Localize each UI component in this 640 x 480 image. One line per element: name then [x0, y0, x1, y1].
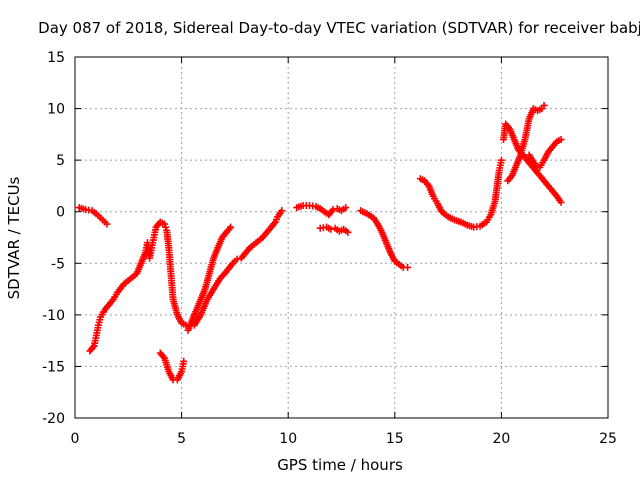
- plot-frame: [74, 56, 609, 419]
- axis-ticks: 0 5 10 15 20 25 15 10 5 0 -5 -10 -15 -20: [42, 50, 617, 447]
- x-tick-label: 5: [177, 431, 186, 447]
- data-point: [404, 263, 412, 271]
- data-point: [327, 225, 335, 233]
- x-tick-label: 20: [492, 431, 510, 447]
- y-tick-label: 0: [56, 205, 65, 221]
- data-point: [540, 101, 548, 109]
- y-tick-label: -5: [51, 256, 65, 272]
- data-markers: [75, 101, 565, 384]
- x-tick-label: 10: [279, 431, 297, 447]
- data-point: [233, 255, 241, 263]
- x-tick-label: 25: [599, 431, 617, 447]
- y-axis-label: SDTVAR / TECUs: [5, 176, 23, 299]
- data-point: [278, 207, 286, 215]
- y-tick-label: -10: [42, 308, 65, 324]
- data-point: [497, 156, 505, 164]
- y-tick-label: 10: [47, 102, 65, 118]
- chart-title: Day 087 of 2018, Sidereal Day-to-day VTE…: [38, 19, 640, 37]
- y-tick-label: 5: [56, 153, 65, 169]
- x-tick-label: 15: [386, 431, 404, 447]
- data-point: [557, 136, 565, 144]
- data-point: [557, 198, 565, 206]
- y-tick-label: 15: [47, 50, 65, 66]
- data-point: [103, 220, 111, 228]
- data-point: [342, 204, 350, 212]
- y-tick-label: -15: [42, 359, 65, 375]
- data-point: [227, 223, 235, 231]
- x-axis-label: GPS time / hours: [277, 456, 403, 474]
- x-tick-label: 0: [71, 431, 80, 447]
- y-tick-label: -20: [42, 411, 65, 427]
- data-point: [180, 357, 188, 365]
- data-point: [344, 228, 352, 236]
- data-point: [329, 206, 337, 214]
